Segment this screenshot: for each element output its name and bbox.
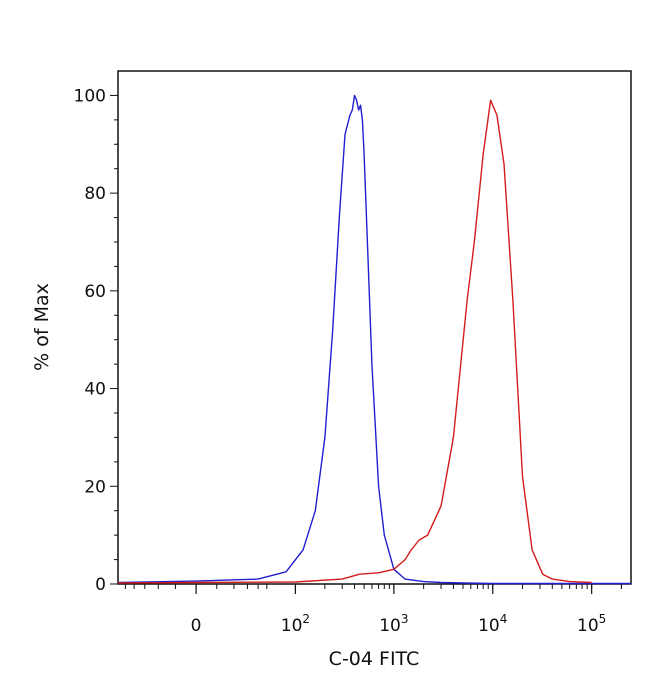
x-tick-exponent: 5 [599,612,607,626]
x-tick-label: 104 [478,612,507,636]
series-layer [117,94,631,585]
series-line-1 [117,94,631,585]
y-axis: 0 20 40 60 80 100 [74,86,118,595]
x-tick-base: 10 [379,616,401,636]
x-tick-label: 105 [577,612,606,636]
x-tick-exponent: 3 [401,612,409,626]
x-tick-base: 10 [478,616,500,636]
y-tick-label: 60 [84,282,106,302]
x-axis-title: C-04 FITC [329,648,420,670]
y-tick-label: 80 [84,184,106,204]
y-tick-label: 40 [84,380,106,400]
x-tick-label: 102 [281,612,310,636]
series-line-2 [117,99,592,584]
x-tick-exponent: 4 [500,612,508,626]
x-axis: 0 102 103 104 105 [191,584,606,636]
y-axis-title: % of Max [31,283,53,371]
y-tick-label: 100 [74,86,106,106]
x-tick-exponent: 2 [302,612,310,626]
y-tick-label: 20 [84,477,106,497]
x-tick-label: 103 [379,612,408,636]
plot-frame [117,70,632,585]
y-tick-label: 0 [95,575,106,595]
x-tick-base: 10 [577,616,599,636]
x-tick-base: 10 [281,616,303,636]
x-tick-label: 0 [191,616,202,636]
x-tick-base: 0 [191,616,202,636]
